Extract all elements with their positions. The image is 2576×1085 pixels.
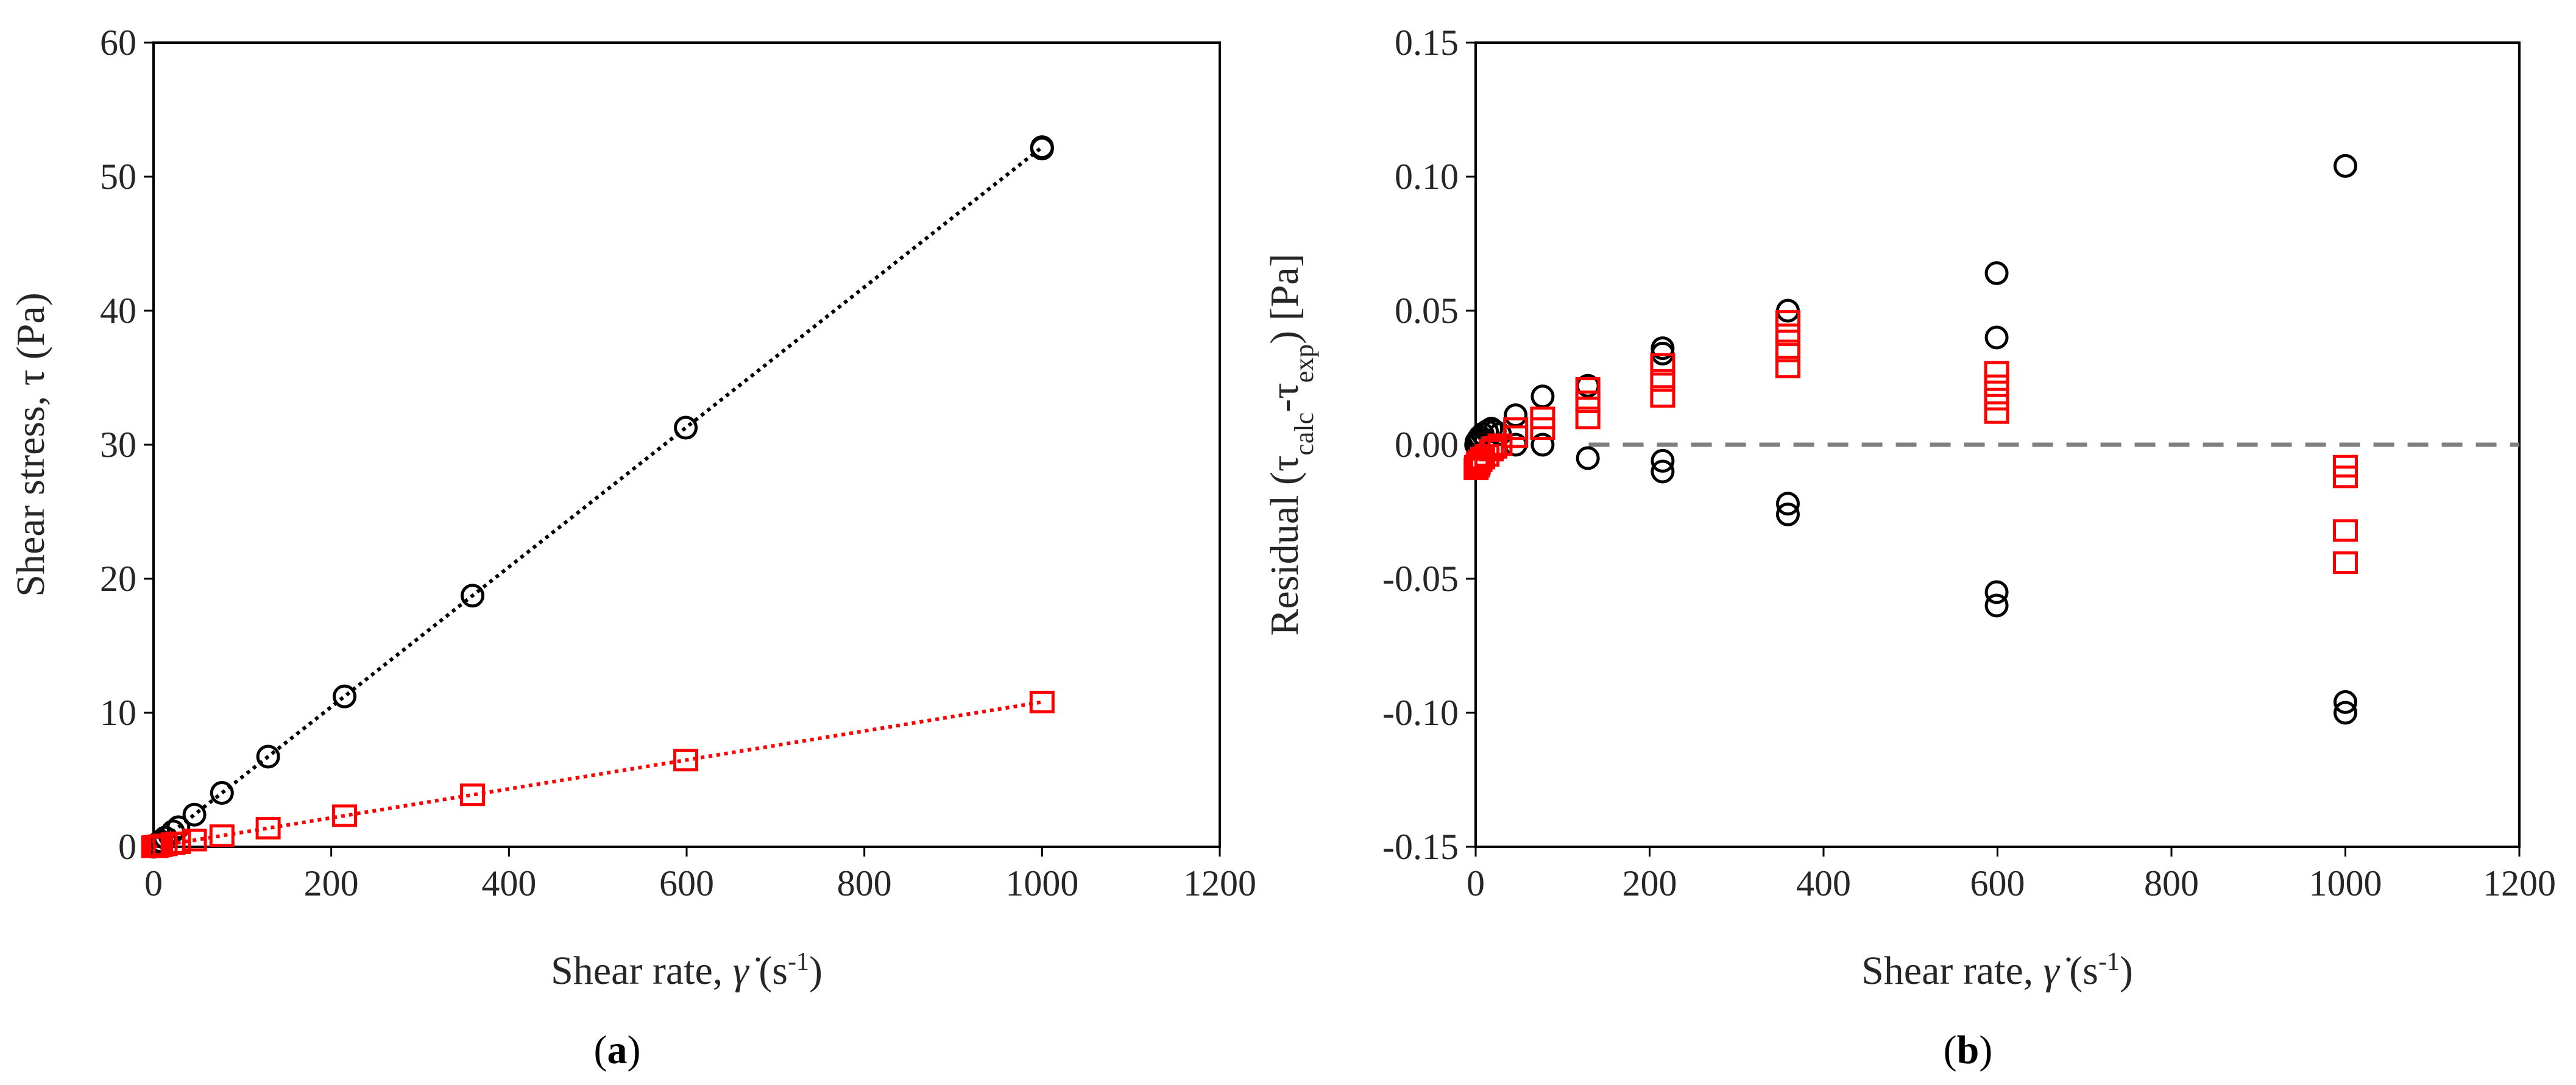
data-point-circle — [1504, 403, 1528, 428]
y-tick-label: 0 — [118, 827, 136, 867]
x-tick-label: 200 — [1622, 863, 1677, 903]
x-axis-label-a: Shear rate, γ̇ (s-1) — [551, 948, 823, 993]
y-tick-label: 0.00 — [1395, 425, 1459, 465]
data-point-circle — [1984, 580, 2009, 604]
data-point-square — [1479, 439, 1504, 462]
data-point-square — [1775, 310, 1800, 333]
data-point-circle — [1984, 325, 2009, 350]
x-tick-label: 600 — [1970, 863, 2025, 903]
x-tick-label: 200 — [304, 863, 359, 903]
series-1-circles — [141, 135, 1054, 859]
data-point-square — [1503, 417, 1529, 440]
x-tick-label: 400 — [1796, 863, 1851, 903]
data-point-square — [2333, 519, 2358, 542]
data-point-circle — [1030, 136, 1054, 161]
data-point-circle — [333, 684, 357, 709]
data-point-square — [1650, 369, 1675, 392]
fit-line — [153, 700, 1042, 849]
x-tick-label: 800 — [2144, 863, 2199, 903]
y-axis-label-a: Shear stress, τ (Pa) — [9, 292, 53, 596]
data-point-square — [1984, 374, 2009, 397]
data-point-circle — [2334, 701, 2357, 725]
x-tick-label: 0 — [144, 863, 163, 903]
x-axis-label-b: Shear rate, γ̇ (s-1) — [1861, 948, 2133, 993]
data-point-square — [2333, 465, 2358, 489]
plot-frame-a — [152, 41, 1221, 848]
y-axis-label-b: Residual (τcalc-τexp) [Pa] — [1262, 253, 1319, 635]
data-point-square — [1650, 353, 1675, 376]
y-tick-label: 0.10 — [1395, 157, 1459, 197]
data-point-square — [1487, 433, 1513, 456]
data-point-circle — [2334, 154, 2357, 178]
data-point-square — [1775, 339, 1800, 362]
series-2-squares — [141, 690, 1055, 858]
data-point-circle — [1530, 433, 1555, 457]
y-tick-label: 0.15 — [1395, 23, 1459, 63]
data-point-square — [1029, 690, 1055, 713]
y-tick-label: -0.10 — [1382, 693, 1459, 733]
data-point-square — [332, 804, 358, 827]
data-point-circle — [1651, 448, 1675, 473]
x-tick-label: 1200 — [2483, 863, 2556, 903]
data-point-square — [1775, 355, 1800, 378]
y-tick-label: 40 — [100, 291, 136, 331]
data-point-square — [166, 831, 191, 854]
data-point-square — [460, 783, 486, 807]
data-point-circle — [166, 815, 191, 839]
data-point-circle — [2334, 690, 2357, 714]
data-point-square — [1984, 387, 2009, 411]
data-point-square — [673, 749, 699, 772]
data-point-square — [1575, 377, 1601, 400]
data-point-circle — [1576, 446, 1600, 470]
data-point-square — [1530, 406, 1555, 429]
data-point-square — [1575, 406, 1601, 429]
data-point-circle — [1984, 261, 2009, 285]
y-tick-label: 30 — [100, 425, 136, 465]
data-point-circle — [210, 781, 234, 805]
data-point-circle — [1775, 492, 1800, 516]
x-tick-label: 800 — [837, 863, 892, 903]
x-tick-label: 1000 — [2309, 863, 2382, 903]
data-point-square — [1650, 385, 1675, 408]
data-point-circle — [674, 415, 698, 440]
y-tick-label: 10 — [100, 693, 136, 733]
data-point-circle — [256, 744, 280, 769]
y-tick-label: 60 — [100, 23, 136, 63]
y-tick-label: 50 — [100, 157, 136, 197]
x-tick-label: 1000 — [1005, 863, 1078, 903]
panel-label-a: (a) — [594, 1028, 641, 1072]
data-point-square — [1575, 391, 1601, 414]
data-point-square — [1465, 452, 1491, 475]
series-1-circles — [1464, 154, 2357, 725]
x-tick-label: 600 — [659, 863, 714, 903]
y-tick-label: -0.05 — [1382, 559, 1459, 599]
x-tick-label: 400 — [481, 863, 536, 903]
chart-panel-b: -0.15 -0.10 -0.05 0.00 0.05 0.10 0.15 0 200 400 6… — [1262, 23, 2556, 1072]
y-tick-label: 0.05 — [1395, 291, 1459, 331]
data-point-circle — [1984, 593, 2009, 618]
data-point-square — [1984, 401, 2009, 424]
chart-panel-a: 0 10 20 30 40 50 60 0 200 400 600 800 1000 1200 Shea… — [9, 23, 1256, 1072]
x-tick-label: 1200 — [1183, 863, 1256, 903]
y-tick-label: 20 — [100, 559, 136, 599]
fit-line — [152, 146, 1044, 849]
data-point-square — [2333, 551, 2358, 574]
x-tick-label: 0 — [1467, 863, 1485, 903]
data-point-circle — [182, 802, 207, 827]
data-point-square — [209, 824, 235, 847]
data-point-square — [1984, 361, 2009, 384]
data-point-circle — [461, 584, 485, 608]
y-tick-label: -0.15 — [1382, 827, 1459, 867]
data-point-circle — [1775, 502, 1800, 526]
panel-label-b: (b) — [1944, 1028, 1993, 1072]
series-2-squares — [1463, 310, 2358, 574]
data-point-circle — [1530, 384, 1555, 409]
data-point-circle — [1651, 459, 1675, 484]
data-point-square — [182, 829, 207, 852]
data-point-square — [1775, 323, 1800, 347]
data-point-square — [255, 816, 281, 839]
